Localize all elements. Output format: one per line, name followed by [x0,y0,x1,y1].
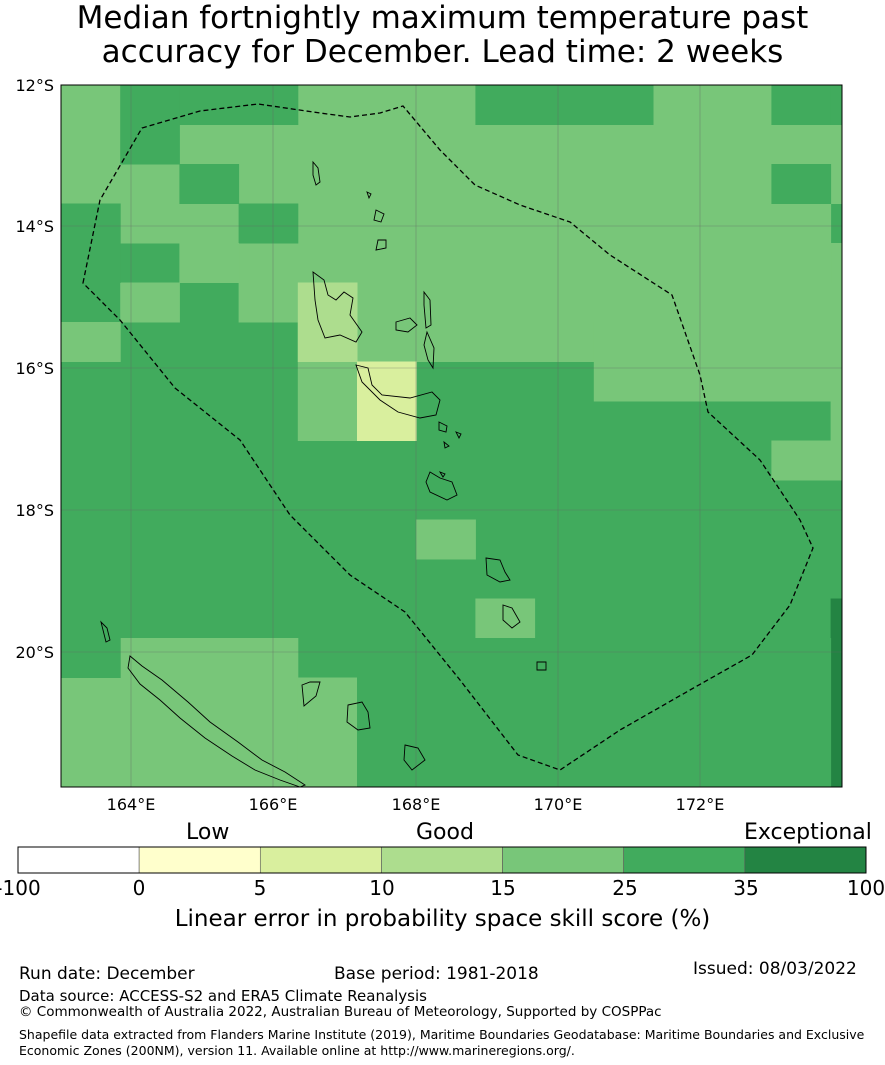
skill-cell [61,322,121,362]
latitude-label: 14°S [15,217,54,236]
island-outline [443,440,450,449]
skill-cell [297,361,358,441]
skill-cell [179,243,240,283]
colorbar-segment [17,846,140,874]
island-outline [425,471,458,501]
latitude-label: 20°S [15,643,54,662]
island-outline [373,209,385,223]
colorbar-segment [259,846,382,874]
skill-cell [416,519,476,560]
skill-cell [475,598,536,639]
colorbar [17,846,867,874]
skill-cell [830,85,843,125]
skill-cell [357,361,417,441]
longitude-label: 164°E [107,795,156,814]
skill-cell [238,203,299,244]
skill-cell [297,677,358,788]
colorbar-tick: 5 [253,876,267,900]
island-outline [502,604,521,629]
colorbar-segment [623,846,746,874]
island-outline [536,661,547,671]
skill-cell [61,677,299,788]
skill-cell [120,282,180,323]
island-outline [485,557,511,583]
island-outline [375,239,387,251]
colorbar-tick: 0 [132,876,146,900]
longitude-label: 166°E [249,795,298,814]
category-low-label: Low [186,820,230,845]
axis-labels: 12°S 14°S 16°S 18°S 20°S 164°E 166°E 168°E 170°E… [15,76,724,814]
title-line-1: Median fortnightly maximum temperature p… [76,0,809,36]
island-outline [312,160,321,186]
skill-cell [830,401,843,441]
skill-cell [771,85,832,125]
skill-cell [712,243,832,283]
skill-grid [61,85,843,788]
island-outline [423,290,432,329]
colorbar-segment [744,846,867,874]
island-outline [395,317,418,333]
skill-cell [830,243,843,402]
skill-cell [771,440,843,481]
skill-cell [297,282,358,362]
skill-cell [357,638,832,788]
skill-cell [179,85,299,125]
skill-cell [61,638,121,678]
skill-cell [475,85,654,125]
skill-cell [771,164,832,204]
latitude-label: 18°S [15,501,54,520]
category-exceptional-label: Exceptional [744,820,872,845]
map-frame [60,84,843,788]
longitude-label: 168°E [392,795,441,814]
colorbar-tick: 25 [612,876,638,900]
run-date: Run date: December [19,964,195,984]
coastlines [100,160,547,788]
category-good-label: Good [416,820,474,845]
data-source: Data source: ACCESS-S2 and ERA5 Climate … [19,987,427,1005]
copyright: © Commonwealth of Australia 2022, Austra… [19,1004,662,1020]
island-outline [355,364,441,419]
longitude-label: 172°E [676,795,725,814]
colorbar-segment [502,846,625,874]
base-period: Base period: 1981-2018 [334,964,539,984]
gridlines [61,85,842,787]
island-outline [438,471,446,478]
island-outline [423,330,435,370]
island-outline [438,421,448,433]
colorbar-segment [381,846,503,874]
colorbar-tick: -100 [0,876,41,900]
colorbar-tick: 10 [369,876,395,900]
colorbar-tick: 100 [846,876,885,900]
latitude-label: 16°S [15,359,54,378]
colorbar-segment [138,846,261,874]
skill-cell [61,203,832,244]
skill-cell [830,598,843,788]
island-outline [346,701,371,731]
island-outline [403,744,426,771]
latitude-label: 12°S [15,76,54,95]
skill-cell [179,164,240,204]
island-outline [312,271,363,343]
colorbar-tick: 35 [733,876,759,900]
eez-boundary [82,103,814,771]
skill-cell [593,322,832,402]
colorbar-tick: 15 [490,876,516,900]
island-outline [366,191,372,200]
island-outline [100,620,111,643]
title-line-2: accuracy for December. Lead time: 2 week… [101,34,784,70]
shapefile-credit-line-2: Economic Zones (200NM), version 11. Avai… [19,1043,575,1058]
shapefile-credit-line-1: Shapefile data extracted from Flanders M… [19,1027,865,1042]
longitude-label: 170°E [534,795,583,814]
colorbar-title: Linear error in probability space skill … [174,906,711,932]
island-outline [301,681,321,707]
skill-cell [120,85,180,165]
island-outline [455,431,462,440]
issued-date: Issued: 08/03/2022 [693,959,857,979]
